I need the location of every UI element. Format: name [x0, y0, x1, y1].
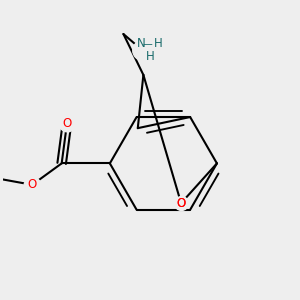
Text: —: — — [142, 39, 152, 49]
Text: N: N — [137, 37, 146, 50]
Text: O: O — [176, 197, 186, 210]
Text: H: H — [154, 37, 163, 50]
Text: O: O — [62, 117, 72, 130]
Text: O: O — [176, 197, 186, 210]
Text: O: O — [28, 178, 37, 191]
Text: H: H — [146, 50, 154, 63]
